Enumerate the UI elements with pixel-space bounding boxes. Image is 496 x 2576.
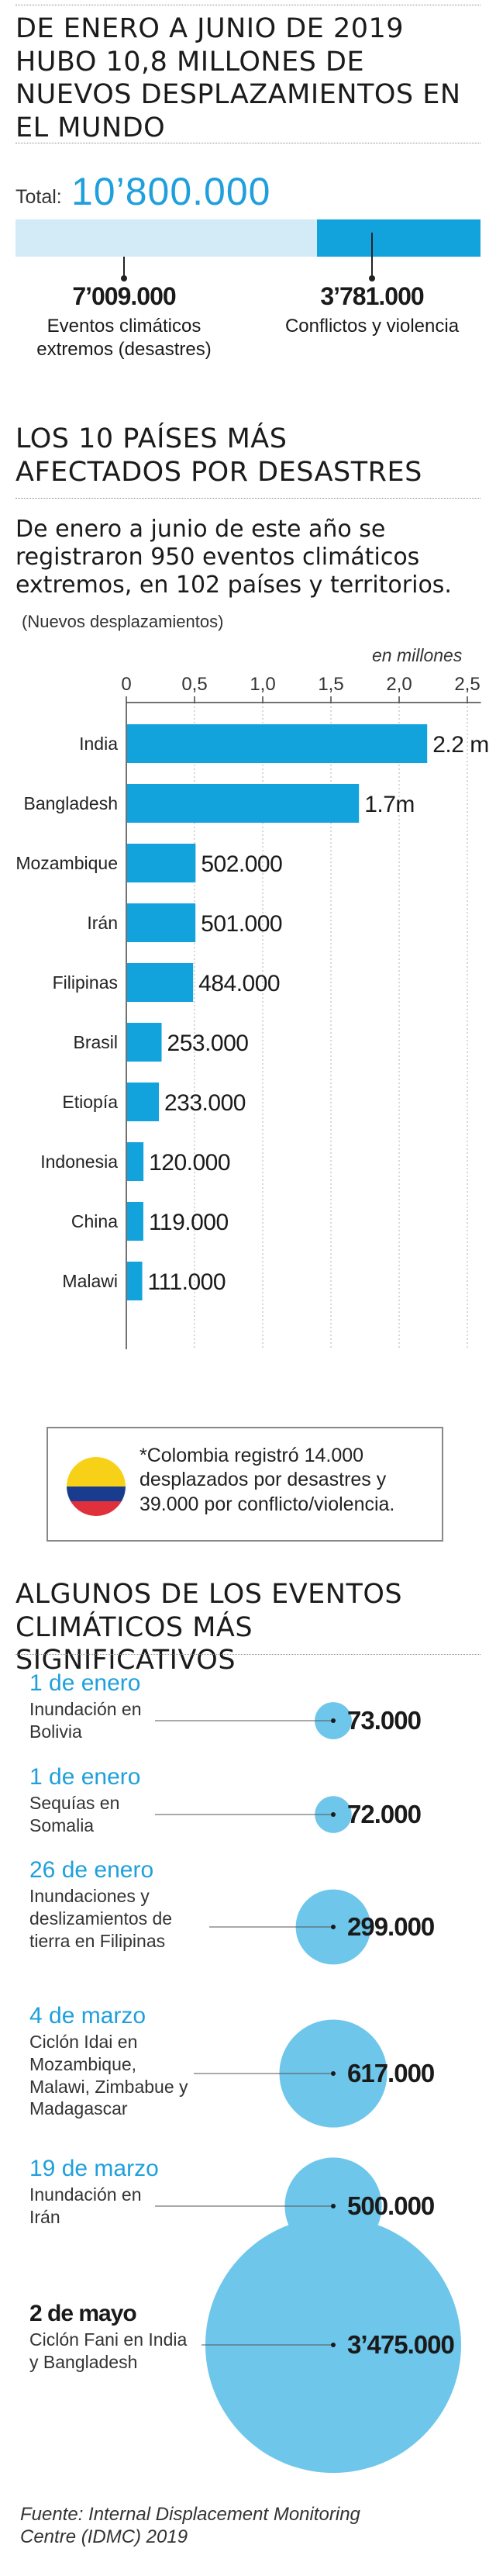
countries-separator — [16, 498, 480, 499]
event-value-1: 73.000 — [347, 1706, 422, 1735]
source-note: Fuente: Internal Displacement Monitoring… — [20, 2504, 360, 2548]
event-date-5: 19 de marzo — [29, 2156, 159, 2181]
event-value-5: 500.000 — [347, 2191, 435, 2220]
event-description-1: Inundación en Bolivia — [29, 1699, 142, 1742]
bar — [127, 1202, 143, 1241]
value-label: 484.000 — [198, 971, 280, 996]
event-date-2: 1 de enero — [29, 1764, 141, 1790]
event-center-dot — [331, 1812, 336, 1817]
bar — [127, 903, 196, 942]
conflict-pointer-line — [371, 233, 373, 278]
event-value-3: 299.000 — [347, 1912, 435, 1941]
countries-section-title: Los 10 países más afectados por desastre… — [16, 423, 422, 488]
event-center-dot — [331, 1925, 336, 1929]
disasters-pointer-dot — [121, 275, 127, 281]
conflict-pointer-dot — [369, 275, 375, 281]
disasters-total-caption: Eventos climáticos extremos (desastres) — [36, 316, 212, 360]
bar — [127, 1262, 143, 1300]
value-label: 253.000 — [167, 1031, 249, 1056]
value-label: 502.000 — [201, 851, 282, 877]
millions-note: en millones — [372, 645, 463, 665]
category-label: Irán — [87, 913, 118, 933]
value-label: 501.000 — [201, 911, 282, 937]
x-tick-label: 0 — [121, 674, 131, 695]
value-label: 119.000 — [149, 1210, 229, 1235]
bar — [127, 1142, 144, 1181]
event-description-2: Sequías en Somalia — [29, 1793, 120, 1835]
colombia-note: *Colombia registró 14.000 desplazados po… — [140, 1445, 395, 1515]
category-label: China — [71, 1211, 118, 1231]
bar — [127, 1083, 160, 1121]
x-tick-label: 0,5 — [181, 674, 207, 695]
x-tick-label: 2,5 — [454, 674, 480, 695]
bar — [127, 1023, 162, 1062]
total-bar — [16, 219, 480, 257]
page-title: De enero a junio de 2019 hubo 10,8 millo… — [16, 13, 461, 144]
category-label: Brasil — [73, 1032, 118, 1052]
value-label: 111.000 — [148, 1269, 226, 1295]
value-label: 2.2 m — [432, 732, 489, 758]
countries-bar-chart: 0 0,5 1,0 1,5 2,0 2,5 India 2.2 m Bangladesh 1.7m… — [16, 674, 489, 1349]
disasters-pointer-line — [123, 257, 125, 278]
event-value-4: 617.000 — [347, 2059, 435, 2087]
x-tick-label: 2,0 — [386, 674, 412, 695]
bar — [127, 724, 428, 763]
disasters-segment — [16, 219, 318, 257]
value-label: 233.000 — [164, 1090, 246, 1116]
event-description-6: Ciclón Fani en India y Bangladesh — [29, 2329, 188, 2372]
conflict-total-value: 3’781.000 — [320, 282, 424, 310]
event-date-6: 2 de mayo — [29, 2301, 137, 2326]
bar — [127, 844, 196, 882]
event-date-1: 1 de enero — [29, 1670, 141, 1696]
event-center-dot — [331, 2204, 336, 2208]
x-tick-label: 1,0 — [250, 674, 275, 695]
event-date-3: 26 de enero — [29, 1857, 154, 1883]
category-label: Etiopía — [62, 1092, 118, 1112]
countries-intro: De enero a junio de este año se registra… — [16, 516, 452, 599]
event-value-2: 72.000 — [347, 1800, 422, 1828]
category-label: Indonesia — [40, 1152, 118, 1172]
colombia-flag-icon — [67, 1457, 126, 1516]
events-separator — [16, 1654, 480, 1655]
events-section-title: Algunos de los eventos climáticos más si… — [16, 1579, 403, 1676]
bar — [127, 963, 194, 1002]
category-label: Mozambique — [16, 853, 118, 873]
colombia-note-box: *Colombia registró 14.000 desplazados po… — [46, 1427, 443, 1542]
category-label: Malawi — [62, 1271, 118, 1291]
category-label: Filipinas — [53, 972, 118, 993]
event-date-4: 4 de marzo — [29, 2003, 146, 2029]
event-center-dot — [331, 2343, 336, 2347]
total-label: Total: — [16, 186, 62, 208]
value-label: 120.000 — [149, 1150, 230, 1176]
event-description-4: Ciclón Idai en Mozambique, Malawi, Zimba… — [29, 2032, 188, 2119]
conflict-segment — [317, 219, 480, 257]
event-description-5: Inundación en Irán — [29, 2184, 142, 2227]
event-center-dot — [331, 2071, 336, 2076]
units-note: (Nuevos desplazamientos) — [22, 612, 224, 631]
event-value-6: 3’475.000 — [347, 2330, 455, 2359]
conflict-total-caption: Conflictos y violencia — [284, 316, 460, 337]
event-center-dot — [331, 1718, 336, 1723]
value-label: 1.7m — [364, 792, 415, 817]
category-label: India — [79, 734, 118, 754]
category-label: Bangladesh — [24, 793, 119, 813]
x-tick-label: 1,5 — [318, 674, 343, 695]
total-value: 10’800.000 — [71, 170, 271, 213]
disasters-total-value: 7’009.000 — [72, 282, 176, 310]
bar — [127, 784, 360, 823]
event-description-3: Inundaciones y deslizamientos de tierra … — [29, 1886, 173, 1951]
